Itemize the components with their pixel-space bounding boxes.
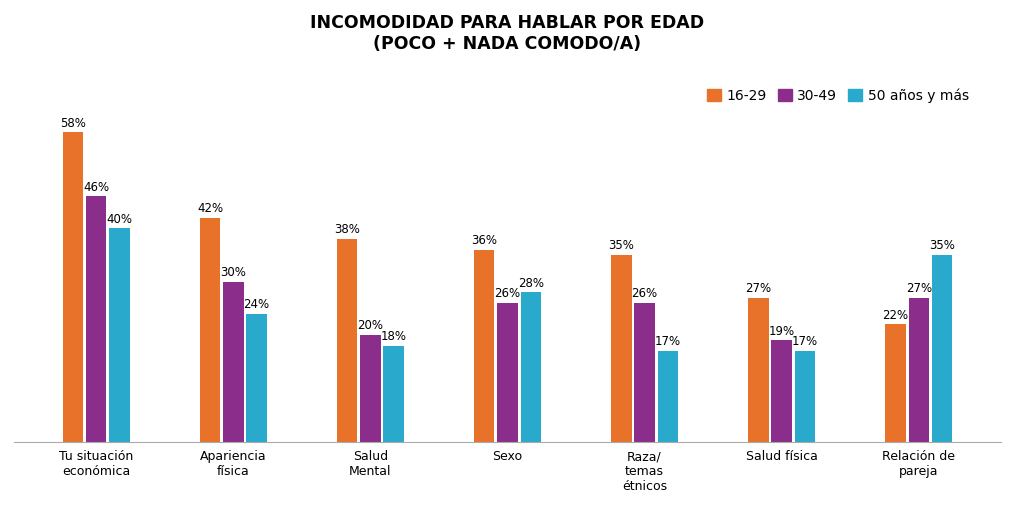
- Bar: [223, 282, 244, 442]
- Text: 19%: 19%: [768, 324, 795, 338]
- Text: 17%: 17%: [792, 335, 818, 348]
- Text: 46%: 46%: [83, 180, 110, 194]
- Text: 58%: 58%: [60, 117, 86, 129]
- Bar: [908, 298, 929, 442]
- Text: 40%: 40%: [107, 212, 133, 226]
- Bar: [611, 255, 631, 442]
- Bar: [384, 346, 404, 442]
- Bar: [110, 228, 130, 442]
- Bar: [521, 293, 541, 442]
- Text: 27%: 27%: [745, 282, 771, 295]
- Legend: 16-29, 30-49, 50 años y más: 16-29, 30-49, 50 años y más: [701, 83, 974, 108]
- Bar: [658, 351, 678, 442]
- Bar: [634, 303, 655, 442]
- Text: 27%: 27%: [905, 282, 932, 295]
- Text: 17%: 17%: [655, 335, 681, 348]
- Text: 20%: 20%: [357, 319, 384, 333]
- Bar: [748, 298, 768, 442]
- Bar: [337, 239, 357, 442]
- Text: 22%: 22%: [882, 309, 908, 321]
- Title: INCOMODIDAD PARA HABLAR POR EDAD
(POCO + NADA COMODO/A): INCOMODIDAD PARA HABLAR POR EDAD (POCO +…: [311, 14, 704, 53]
- Text: 30%: 30%: [220, 266, 247, 279]
- Text: 26%: 26%: [631, 287, 658, 300]
- Bar: [795, 351, 815, 442]
- Bar: [63, 132, 83, 442]
- Bar: [247, 314, 267, 442]
- Bar: [474, 249, 494, 442]
- Bar: [497, 303, 518, 442]
- Bar: [885, 324, 905, 442]
- Text: 26%: 26%: [494, 287, 521, 300]
- Text: 24%: 24%: [244, 298, 270, 311]
- Bar: [200, 218, 220, 442]
- Text: 35%: 35%: [608, 239, 634, 252]
- Text: 18%: 18%: [381, 330, 407, 343]
- Bar: [360, 335, 381, 442]
- Text: 28%: 28%: [518, 277, 544, 289]
- Text: 38%: 38%: [334, 223, 360, 236]
- Bar: [771, 340, 792, 442]
- Bar: [86, 196, 107, 442]
- Text: 35%: 35%: [929, 239, 955, 252]
- Text: 36%: 36%: [471, 234, 497, 247]
- Text: 42%: 42%: [197, 202, 223, 215]
- Bar: [932, 255, 952, 442]
